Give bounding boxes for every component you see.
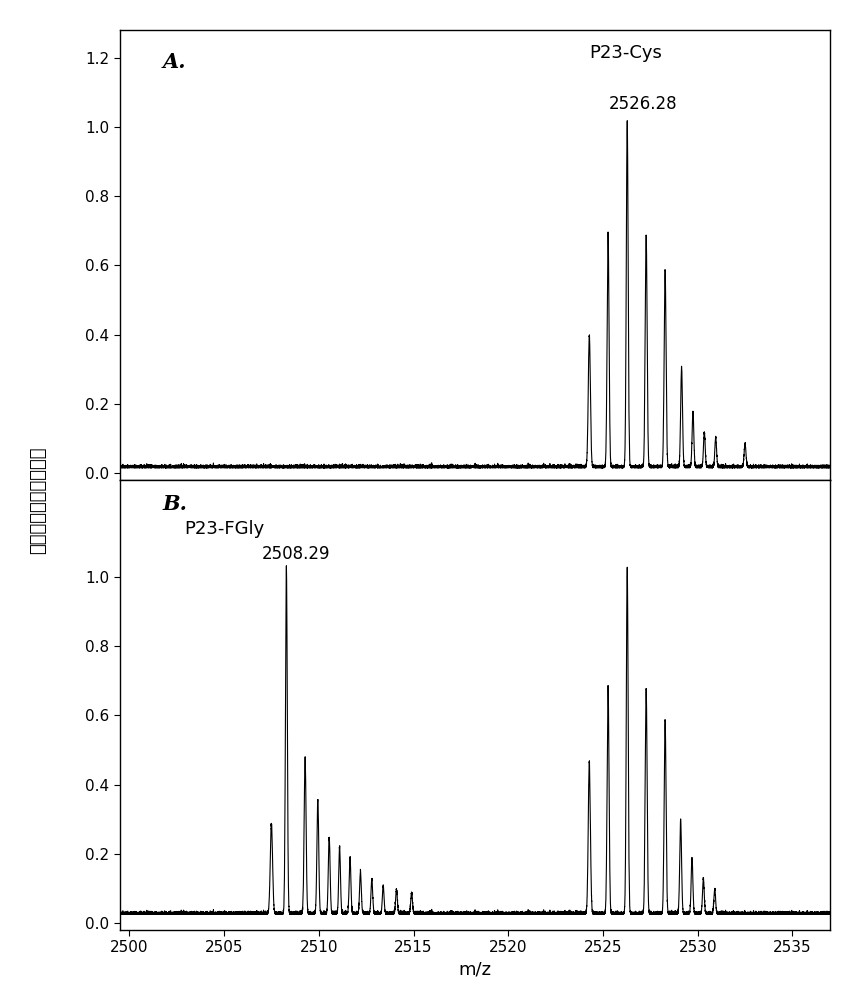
Text: 2508.29: 2508.29 — [262, 545, 330, 563]
Text: 信号强度（人为单位）: 信号强度（人为单位） — [29, 446, 48, 554]
X-axis label: m/z: m/z — [459, 961, 491, 979]
Text: B.: B. — [163, 493, 187, 514]
Text: P23-FGly: P23-FGly — [184, 520, 264, 538]
Text: A.: A. — [163, 52, 186, 73]
Text: 2526.28: 2526.28 — [609, 95, 677, 113]
Text: P23-Cys: P23-Cys — [589, 43, 662, 62]
